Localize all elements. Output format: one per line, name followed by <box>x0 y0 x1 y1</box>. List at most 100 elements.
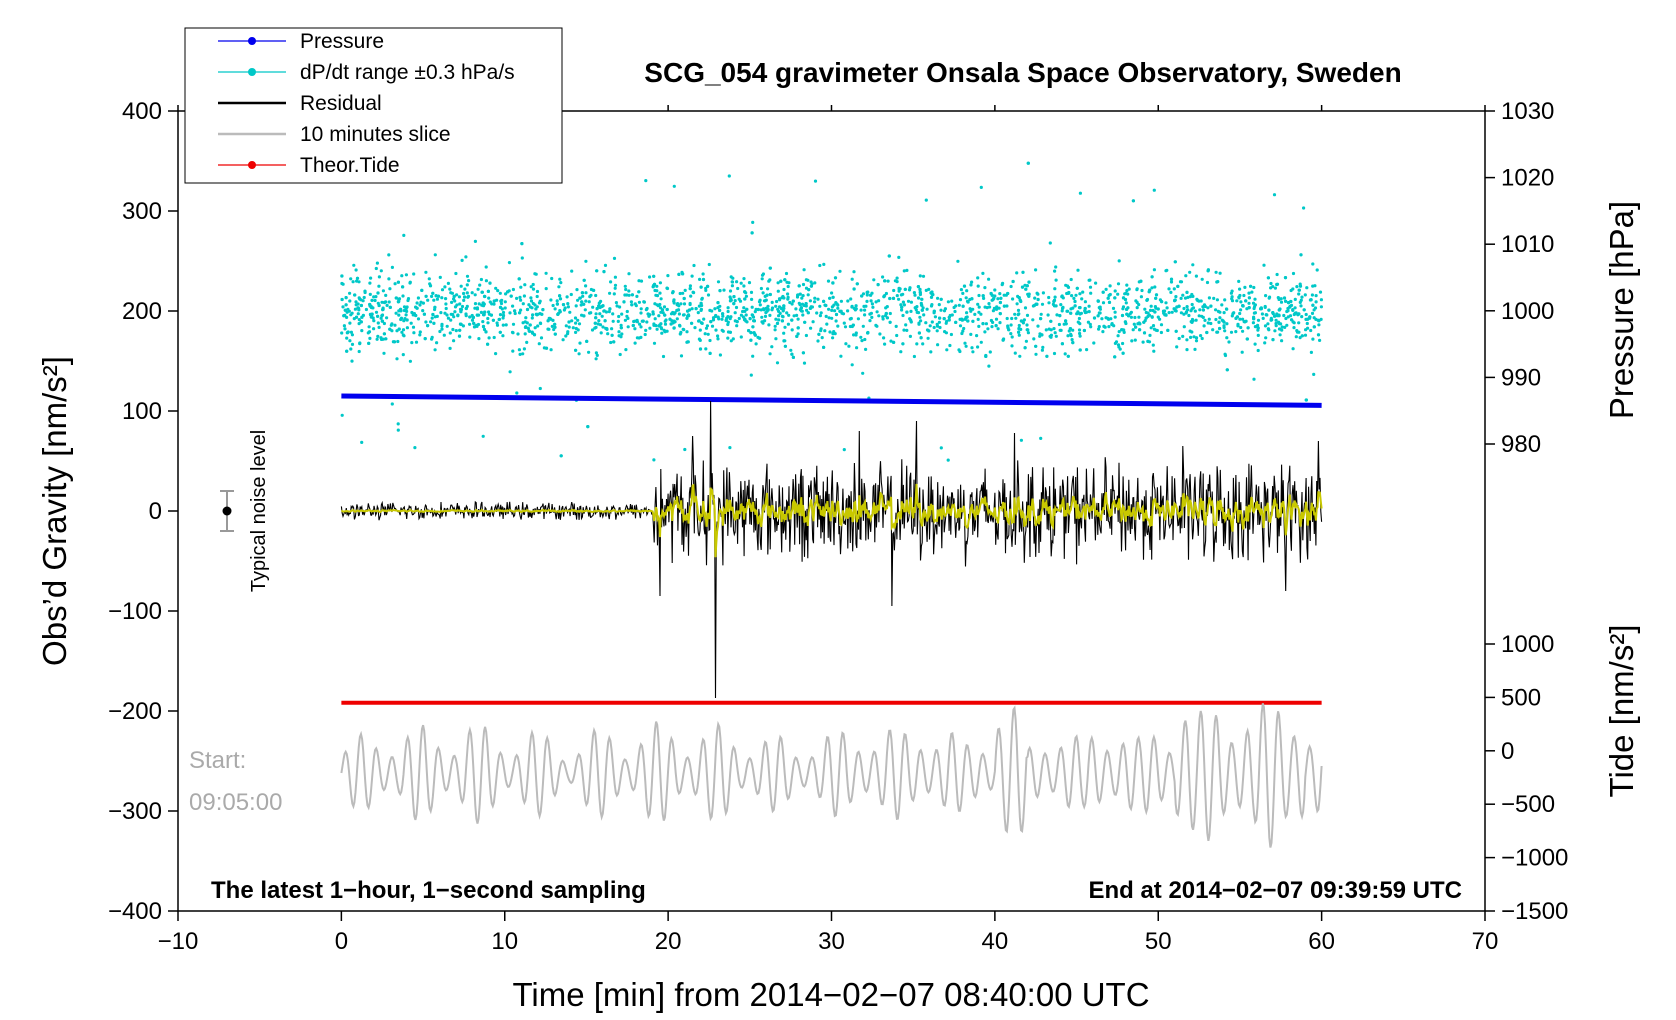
dpdt-point <box>718 353 723 357</box>
dpdt-point <box>420 288 424 292</box>
dpdt-point <box>788 300 792 305</box>
dpdt-point <box>833 276 838 280</box>
dpdt-point <box>1053 331 1057 335</box>
dpdt-point <box>782 304 786 308</box>
dpdt-point <box>701 272 705 276</box>
dpdt-point <box>508 311 512 315</box>
dpdt-point <box>1122 330 1126 334</box>
dpdt-point <box>932 309 936 313</box>
dpdt-point <box>566 302 570 306</box>
dpdt-point <box>582 314 586 318</box>
dpdt-point <box>991 309 996 313</box>
dpdt-point <box>1214 308 1218 312</box>
dpdt-point <box>375 261 379 265</box>
dpdt-point <box>523 320 527 324</box>
dpdt-point <box>1152 188 1156 192</box>
dpdt-point <box>507 261 511 265</box>
dpdt-point <box>1097 327 1101 331</box>
dpdt-point <box>881 317 885 321</box>
dpdt-point <box>448 287 452 291</box>
dpdt-point <box>1271 338 1275 342</box>
dpdt-point <box>481 320 485 324</box>
dpdt-point <box>900 308 904 312</box>
dpdt-point <box>473 302 478 306</box>
dpdt-point <box>836 324 840 328</box>
dpdt-point <box>864 347 868 351</box>
dpdt-point <box>894 324 898 328</box>
dpdt-point <box>970 280 974 284</box>
dpdt-point <box>523 332 527 336</box>
dpdt-point <box>747 329 751 333</box>
dpdt-point <box>751 313 755 317</box>
dpdt-point <box>525 307 530 312</box>
dpdt-point <box>413 446 417 450</box>
dpdt-point <box>1283 325 1287 329</box>
dpdt-point <box>1026 161 1030 165</box>
dpdt-point <box>1291 308 1295 312</box>
dpdt-point <box>641 319 645 323</box>
dpdt-point <box>1089 325 1093 329</box>
dpdt-point <box>613 283 618 287</box>
dpdt-point <box>780 314 785 318</box>
dpdt-point <box>458 322 463 326</box>
dpdt-point <box>504 292 508 296</box>
dpdt-point <box>1101 301 1106 305</box>
dpdt-point <box>1309 298 1313 302</box>
dpdt-point <box>652 282 657 286</box>
dpdt-point <box>1124 301 1128 305</box>
dpdt-point <box>544 346 549 350</box>
dpdt-point <box>620 312 624 316</box>
dpdt-point <box>529 296 533 300</box>
dpdt-point <box>499 301 504 306</box>
dpdt-point <box>573 316 578 320</box>
dpdt-point <box>842 448 846 452</box>
dpdt-point <box>761 320 765 324</box>
dpdt-point <box>1021 270 1025 274</box>
dpdt-point <box>603 319 607 323</box>
dpdt-point <box>508 370 512 374</box>
dpdt-point <box>1092 316 1097 320</box>
dpdt-point <box>574 330 578 334</box>
dpdt-point <box>916 311 921 315</box>
dpdt-point <box>510 304 515 308</box>
dpdt-point <box>651 312 655 316</box>
dpdt-point <box>1225 336 1229 340</box>
dpdt-point <box>522 347 527 351</box>
dpdt-point <box>1216 330 1220 334</box>
dpdt-point <box>831 336 835 340</box>
dpdt-point <box>583 308 587 312</box>
dpdt-point <box>1131 328 1135 332</box>
dpdt-point <box>1045 354 1049 358</box>
dpdt-point <box>679 302 683 306</box>
dpdt-point <box>643 332 647 337</box>
dpdt-point <box>462 291 466 296</box>
noise-point <box>222 506 232 516</box>
dpdt-point <box>918 287 922 291</box>
dpdt-point <box>347 309 351 313</box>
dpdt-point <box>1194 336 1199 340</box>
dpdt-point <box>950 313 954 317</box>
dpdt-point <box>539 321 543 326</box>
dpdt-point <box>408 359 412 363</box>
y-left-tick-label: −300 <box>108 798 162 825</box>
dpdt-point <box>1132 322 1136 326</box>
dpdt-point <box>663 322 668 326</box>
dpdt-point <box>364 307 368 312</box>
dpdt-point <box>1047 295 1051 300</box>
dpdt-point <box>1319 298 1323 302</box>
dpdt-point <box>979 312 983 316</box>
dpdt-point <box>844 342 848 346</box>
dpdt-point <box>388 327 392 331</box>
dpdt-point <box>961 304 965 308</box>
dpdt-point <box>774 304 778 308</box>
dpdt-point <box>987 302 991 306</box>
dpdt-point <box>373 298 377 303</box>
x-tick-label: 30 <box>818 928 845 955</box>
dpdt-point <box>1297 292 1301 296</box>
dpdt-point <box>883 279 887 283</box>
dpdt-point <box>521 352 525 356</box>
dpdt-point <box>813 281 817 285</box>
dpdt-point <box>1067 291 1071 295</box>
dpdt-point <box>699 285 703 289</box>
dpdt-point <box>733 311 737 315</box>
